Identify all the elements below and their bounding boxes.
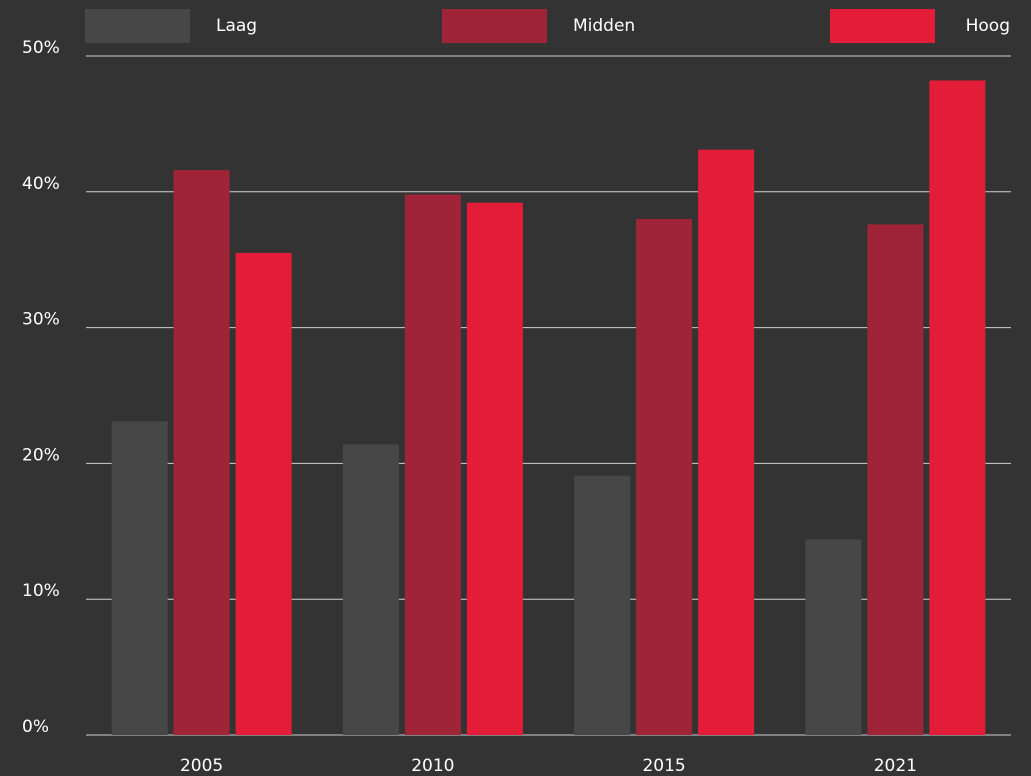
y-tick-label: 10%: [22, 581, 60, 601]
x-tick-label: 2021: [874, 756, 917, 776]
legend-swatch: [85, 9, 190, 43]
bar: [466, 202, 523, 735]
bar: [929, 80, 986, 736]
x-tick-label: 2010: [411, 756, 454, 776]
bar: [636, 218, 693, 735]
y-tick-label: 50%: [22, 38, 60, 58]
bar: [698, 149, 755, 735]
legend-label: Midden: [573, 16, 635, 36]
legend-swatch: [830, 9, 935, 43]
legend-swatch: [442, 9, 547, 43]
x-tick-label: 2015: [642, 756, 685, 776]
bar: [867, 224, 924, 735]
legend-label: Hoog: [966, 16, 1010, 36]
bar: [173, 170, 230, 735]
x-tick-label: 2005: [180, 756, 223, 776]
bar: [404, 194, 461, 736]
bar: [111, 421, 168, 735]
y-tick-label: 0%: [22, 717, 49, 737]
bar: [805, 539, 862, 735]
legend-label: Laag: [216, 16, 257, 36]
y-tick-label: 30%: [22, 310, 60, 330]
y-tick-label: 20%: [22, 445, 60, 465]
y-tick-label: 40%: [22, 174, 60, 194]
bar: [342, 444, 399, 735]
bar: [235, 252, 292, 735]
bar: [574, 475, 631, 735]
